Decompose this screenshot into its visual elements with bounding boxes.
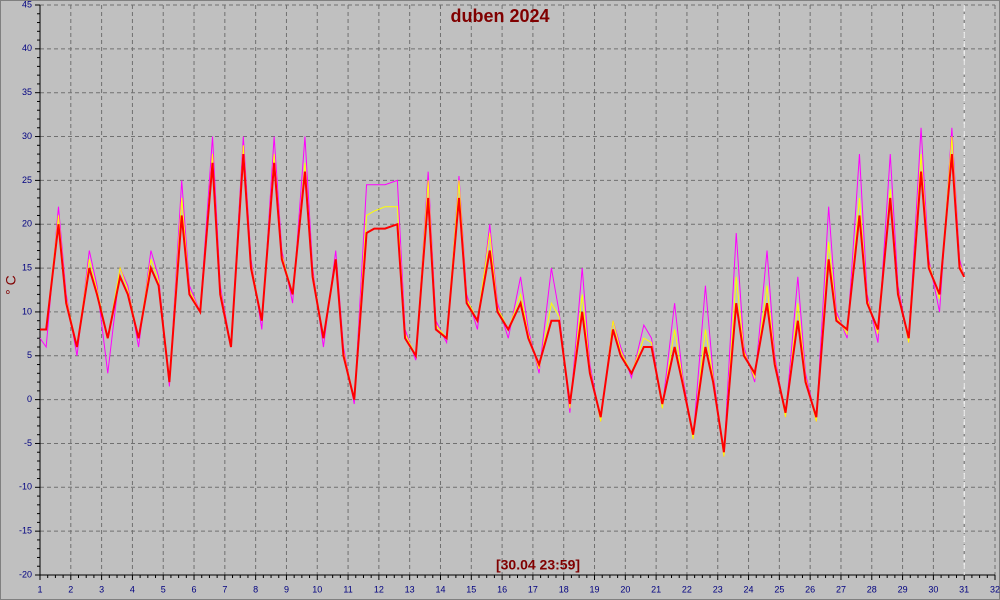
x-tick-label: 27 <box>836 584 846 594</box>
x-tick-label: 8 <box>253 584 258 594</box>
y-tick-label: 30 <box>22 131 32 141</box>
x-tick-label: 2 <box>68 584 73 594</box>
x-tick-label: 22 <box>682 584 692 594</box>
y-tick-label: 45 <box>22 0 32 9</box>
x-tick-label: 28 <box>867 584 877 594</box>
annotation: [30.04 23:59] <box>496 557 580 573</box>
x-tick-label: 9 <box>284 584 289 594</box>
x-tick-label: 25 <box>774 584 784 594</box>
x-tick-label: 15 <box>466 584 476 594</box>
y-tick-label: 10 <box>22 306 32 316</box>
x-tick-label: 31 <box>959 584 969 594</box>
x-tick-label: 1 <box>37 584 42 594</box>
y-tick-label: -10 <box>19 482 32 492</box>
x-tick-label: 7 <box>222 584 227 594</box>
x-tick-label: 5 <box>161 584 166 594</box>
x-tick-label: 17 <box>528 584 538 594</box>
lines <box>39 127 966 457</box>
x-tick-label: 24 <box>744 584 754 594</box>
y-tick-label: 0 <box>27 394 32 404</box>
x-tick-label: 21 <box>651 584 661 594</box>
x-tick-label: 20 <box>620 584 630 594</box>
x-tick-label: 3 <box>99 584 104 594</box>
y-tick-label: -15 <box>19 526 32 536</box>
y-tick-label: -5 <box>24 438 32 448</box>
y-axis-label: ° C <box>3 275 19 295</box>
x-tick-label: 18 <box>559 584 569 594</box>
x-tick-label: 30 <box>928 584 938 594</box>
y-tick-label: -20 <box>19 569 32 579</box>
x-tick-label: 26 <box>805 584 815 594</box>
chart-title: duben 2024 <box>450 6 549 26</box>
x-tick-label: 19 <box>590 584 600 594</box>
y-tick-label: 35 <box>22 87 32 97</box>
x-tick-label: 16 <box>497 584 507 594</box>
x-tick-label: 12 <box>374 584 384 594</box>
x-tick-label: 23 <box>713 584 723 594</box>
y-tick-label: 40 <box>22 43 32 53</box>
y-tick-label: 15 <box>22 262 32 272</box>
y-tick-label: 20 <box>22 219 32 229</box>
y-tick-label: 5 <box>27 350 32 360</box>
x-tick-label: 10 <box>312 584 322 594</box>
x-tick-label: 11 <box>343 584 352 594</box>
x-tick-label: 14 <box>435 584 445 594</box>
x-tick-label: 32 <box>990 584 1000 594</box>
x-tick-label: 29 <box>898 584 908 594</box>
y-tick-label: 25 <box>22 175 32 185</box>
x-tick-label: 6 <box>192 584 197 594</box>
x-tick-label: 4 <box>130 584 135 594</box>
x-tick-label: 13 <box>405 584 415 594</box>
series-line <box>40 153 966 453</box>
